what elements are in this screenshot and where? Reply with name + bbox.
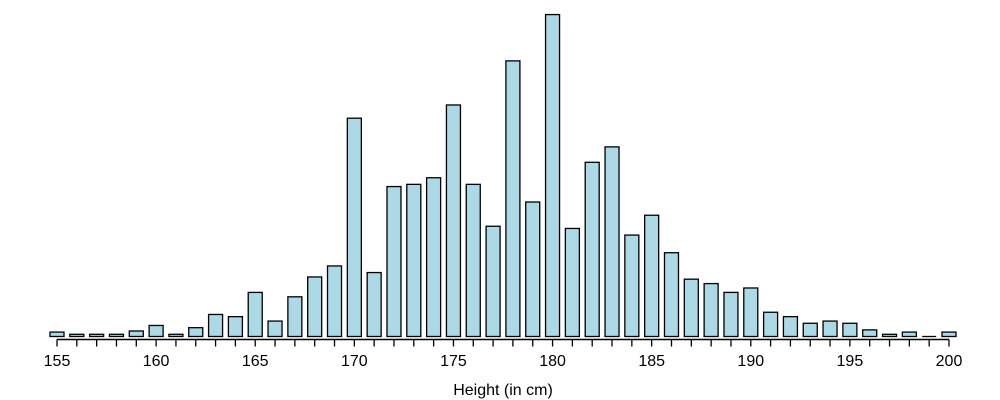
bar — [941, 331, 957, 338]
bar — [544, 13, 561, 338]
bar — [128, 330, 144, 338]
bar — [108, 333, 125, 338]
x-tick-label: 170 — [341, 353, 368, 370]
bar — [604, 146, 620, 338]
bar — [663, 252, 680, 338]
bar — [366, 271, 382, 338]
bar — [842, 322, 858, 338]
bar — [267, 320, 283, 338]
bar — [485, 225, 501, 338]
x-tick-label: 155 — [44, 353, 71, 370]
bar — [525, 201, 541, 338]
bar — [881, 333, 898, 338]
x-axis-tick-labels: 155 160 165 170 175 180 185 190 195 200 — [44, 353, 963, 370]
bar — [584, 161, 600, 338]
x-tick-label: 165 — [242, 353, 269, 370]
bar — [802, 322, 818, 338]
x-tick-label: 175 — [440, 353, 467, 370]
bar — [644, 214, 660, 338]
bar — [624, 234, 640, 338]
bar — [425, 177, 442, 338]
bar — [782, 316, 799, 338]
bar — [88, 333, 105, 338]
bar — [346, 117, 362, 338]
bar — [564, 227, 581, 338]
bar — [69, 333, 85, 338]
x-tick-label: 200 — [936, 353, 963, 370]
x-tick-label: 180 — [539, 353, 566, 370]
x-tick-label: 195 — [837, 353, 864, 370]
bar — [862, 329, 878, 338]
bar — [287, 296, 303, 338]
bar — [148, 324, 164, 338]
bar — [307, 276, 323, 338]
bar — [703, 282, 719, 338]
x-tick-label: 190 — [737, 353, 764, 370]
bar — [465, 183, 481, 338]
bar — [49, 331, 65, 338]
bar — [723, 291, 739, 338]
x-axis-label: Height (in cm) — [453, 382, 553, 399]
x-axis-ticks — [56, 339, 950, 347]
bar — [386, 185, 402, 338]
bar — [188, 327, 204, 338]
bar — [445, 104, 462, 338]
bar — [762, 311, 779, 338]
bar — [227, 316, 244, 338]
bar — [743, 287, 759, 338]
bar — [207, 313, 224, 338]
bar — [505, 60, 521, 338]
bar — [326, 265, 343, 338]
bar — [683, 278, 699, 338]
x-tick-label: 160 — [143, 353, 170, 370]
x-tick-label: 185 — [638, 353, 665, 370]
bar — [406, 183, 422, 338]
bars — [49, 13, 957, 338]
bar — [901, 331, 918, 338]
bar — [822, 320, 838, 338]
bar — [168, 333, 184, 338]
bar — [247, 291, 263, 338]
